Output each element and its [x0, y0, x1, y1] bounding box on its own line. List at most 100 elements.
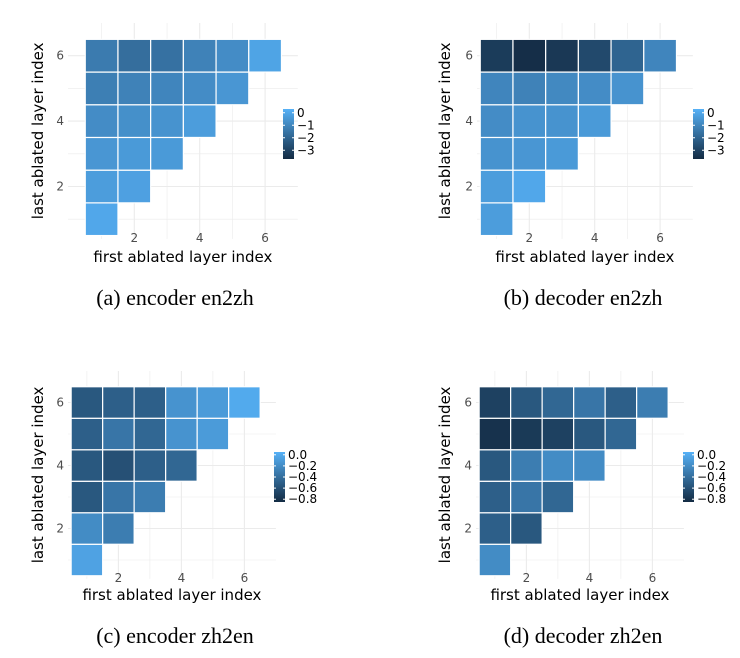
legend-tick-label: 0.0	[288, 448, 307, 462]
legend-tick-label: −0.8	[697, 492, 726, 506]
y-tick-label: 2	[465, 180, 473, 194]
legend-color-bar	[274, 452, 285, 502]
heatmap-cell	[510, 386, 543, 419]
heatmap-cell	[545, 71, 579, 106]
heatmap-cell	[150, 136, 184, 171]
heatmap-cell	[133, 417, 167, 451]
heatmap-cells	[479, 38, 678, 237]
heatmap-cell	[133, 449, 167, 482]
legend-tick-label: −0.4	[697, 470, 726, 484]
heatmap-panel-1: 2 4 6 2 4 6 first ablated layer index last abla…	[29, 23, 315, 310]
heatmap-cell	[84, 202, 119, 237]
legend-color-bar	[283, 109, 294, 159]
x-axis-title: first ablated layer index	[82, 586, 261, 604]
color-legend: 0.0−0.2−0.4−0.6−0.8	[274, 448, 317, 506]
y-tick-label: 4	[56, 459, 64, 473]
heatmap-cell	[102, 386, 135, 419]
heatmap-cell	[84, 136, 119, 171]
y-tick-label: 2	[56, 180, 64, 194]
x-tick-label: 6	[656, 231, 664, 245]
color-legend: 0−1−2−3	[693, 106, 725, 159]
y-tick-label: 6	[464, 396, 472, 410]
heatmap-cell	[102, 480, 135, 514]
heatmap-cell	[545, 104, 579, 139]
x-axis-title: first ablated layer index	[93, 248, 272, 266]
heatmap-cells	[478, 386, 669, 577]
heatmap-cell	[577, 104, 612, 139]
heatmap-cell	[541, 480, 575, 514]
heatmap-cell	[215, 71, 250, 106]
heatmap-cell	[510, 480, 543, 514]
legend-color-bar	[693, 109, 704, 159]
heatmap-cell	[70, 449, 104, 482]
heatmap-cell	[545, 38, 579, 73]
legend-color-bar	[683, 452, 694, 502]
legend-tick-label: −0.2	[697, 459, 726, 473]
y-tick-label: 2	[464, 522, 472, 536]
heatmap-cell	[541, 417, 575, 451]
heatmap-cell	[182, 38, 217, 73]
y-axis-title: last ablated layer index	[436, 42, 454, 219]
heatmap-cell	[512, 169, 547, 204]
legend-tick-label: 0	[297, 106, 305, 120]
heatmap-cell	[604, 417, 638, 451]
heatmap-cell	[102, 417, 135, 451]
heatmap-cell	[643, 38, 678, 73]
y-tick-label: 4	[465, 114, 473, 128]
heatmap-cell	[150, 71, 184, 106]
x-tick-label: 6	[649, 571, 657, 585]
heatmap-cell	[577, 38, 612, 73]
y-tick-label: 6	[465, 49, 473, 63]
heatmap-cell	[70, 417, 104, 451]
heatmap-cell	[165, 386, 198, 419]
heatmap-cell	[117, 104, 152, 139]
legend-tick-label: −0.8	[288, 492, 317, 506]
panel-caption: (b) decoder en2zh	[504, 285, 663, 310]
panel-caption: (a) encoder en2zh	[96, 285, 254, 310]
color-legend: 0.0−0.2−0.4−0.6−0.8	[683, 448, 726, 506]
x-tick-label: 2	[115, 571, 123, 585]
x-tick-label: 2	[523, 571, 531, 585]
heatmap-cell	[512, 104, 547, 139]
legend-tick-label: −3	[297, 143, 315, 157]
heatmap-cell	[636, 386, 669, 419]
x-axis-title: first ablated layer index	[490, 586, 669, 604]
x-axis-title: first ablated layer index	[495, 248, 674, 266]
heatmap-cell	[478, 512, 512, 545]
heatmap-cell	[70, 480, 104, 514]
legend-tick-label: 0.0	[697, 448, 716, 462]
x-tick-label: 6	[261, 231, 269, 245]
legend-tick-label: −0.2	[288, 459, 317, 473]
heatmap-cell	[479, 136, 514, 171]
y-tick-label: 4	[464, 459, 472, 473]
heatmap-cell	[478, 386, 512, 419]
heatmap-cell	[510, 512, 543, 545]
heatmap-cell	[117, 71, 152, 106]
heatmap-cell	[84, 169, 119, 204]
heatmap-cell	[478, 449, 512, 482]
x-tick-label: 6	[241, 571, 249, 585]
heatmap-cell	[604, 386, 638, 419]
x-tick-label: 4	[586, 571, 594, 585]
heatmap-cell	[479, 104, 514, 139]
x-tick-label: 2	[130, 231, 138, 245]
heatmap-cell	[117, 38, 152, 73]
heatmap-cell	[133, 480, 167, 514]
legend-tick-label: −3	[707, 143, 725, 157]
y-axis-title: last ablated layer index	[436, 386, 454, 563]
heatmap-cell	[478, 480, 512, 514]
heatmap-cell	[102, 512, 135, 545]
heatmap-cells	[70, 386, 261, 577]
y-tick-label: 6	[56, 396, 64, 410]
heatmap-cell	[196, 386, 230, 419]
heatmap-cell	[510, 449, 543, 482]
heatmap-cell	[215, 38, 250, 73]
heatmap-cell	[573, 386, 606, 419]
heatmap-cell	[545, 136, 579, 171]
heatmap-cell	[84, 104, 119, 139]
heatmap-cell	[70, 386, 104, 419]
